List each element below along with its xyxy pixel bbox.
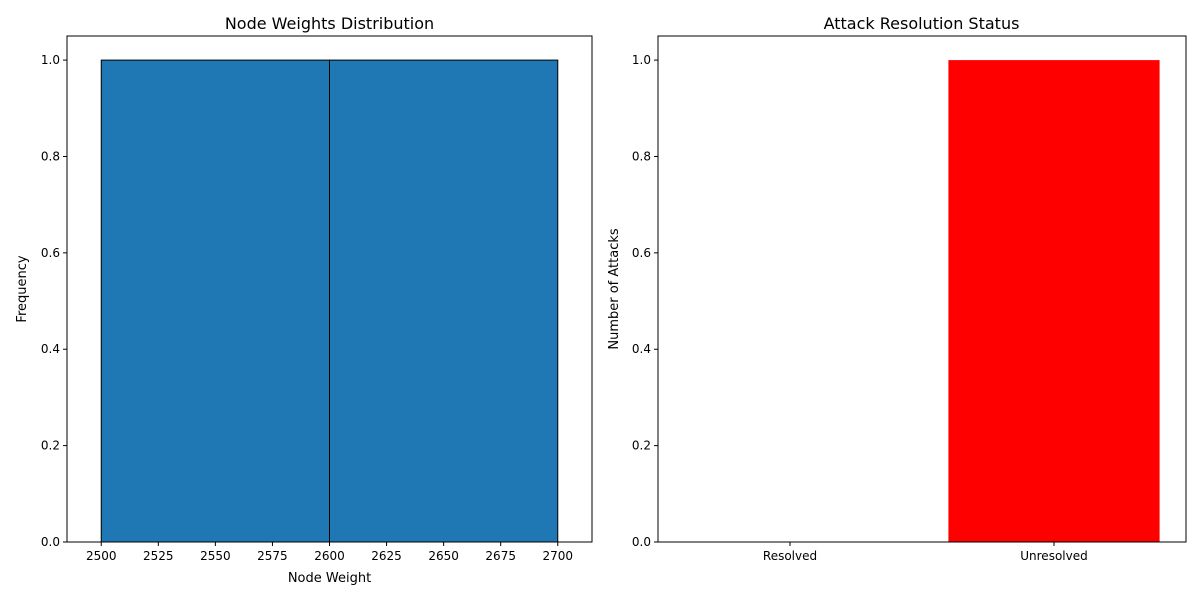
histogram-x-tick-label: 2675 [485,549,516,563]
attack-bar-unresolved [948,60,1160,542]
attack-y-tick-label: 0.0 [632,535,651,549]
histogram-y-label: Frequency [15,255,30,322]
attack-y-tick-label: 0.4 [632,342,651,356]
attack-chart-title: Attack Resolution Status [824,14,1020,33]
attack-x-tick-label: Resolved [763,549,817,563]
histogram-x-tick-label: 2625 [371,549,402,563]
histogram-plot-frame [66,35,593,543]
histogram-y-tick-label: 0.4 [41,342,60,356]
histogram-y-tick-label: 0.0 [41,535,60,549]
attack-y-tick-label: 0.2 [632,439,651,453]
histogram-x-tick-label: 2650 [428,549,459,563]
attack-plot-frame [657,35,1187,543]
histogram-bar [329,59,559,543]
histogram-y-tick-label: 0.2 [41,439,60,453]
histogram-y-tick-label: 0.8 [41,149,60,163]
histogram-x-label: Node Weight [288,571,371,586]
attack-y-tick-label: 1.0 [632,53,651,67]
attack-y-tick-label: 0.8 [632,149,651,163]
histogram-x-tick-label: 2525 [143,549,174,563]
attack-y-label: Number of Attacks [607,228,622,350]
attack-status-chart: Attack Resolution Status Resolved Unresol… [607,14,1187,563]
histogram-y-tick-label: 0.6 [41,246,60,260]
histogram-bar [100,59,330,543]
histogram-y-tick-label: 1.0 [41,53,60,67]
histogram-x-tick-label: 2575 [257,549,288,563]
histogram-chart: Node Weights Distribution 2500 2525 2550 25… [15,14,593,586]
histogram-x-tick-label: 2600 [314,549,345,563]
histogram-title: Node Weights Distribution [225,14,434,33]
histogram-x-tick-label: 2700 [542,549,573,563]
histogram-x-tick-label: 2550 [200,549,231,563]
attack-y-tick-label: 0.6 [632,246,651,260]
histogram-x-tick-label: 2500 [86,549,117,563]
attack-x-tick-label: Unresolved [1020,549,1087,563]
